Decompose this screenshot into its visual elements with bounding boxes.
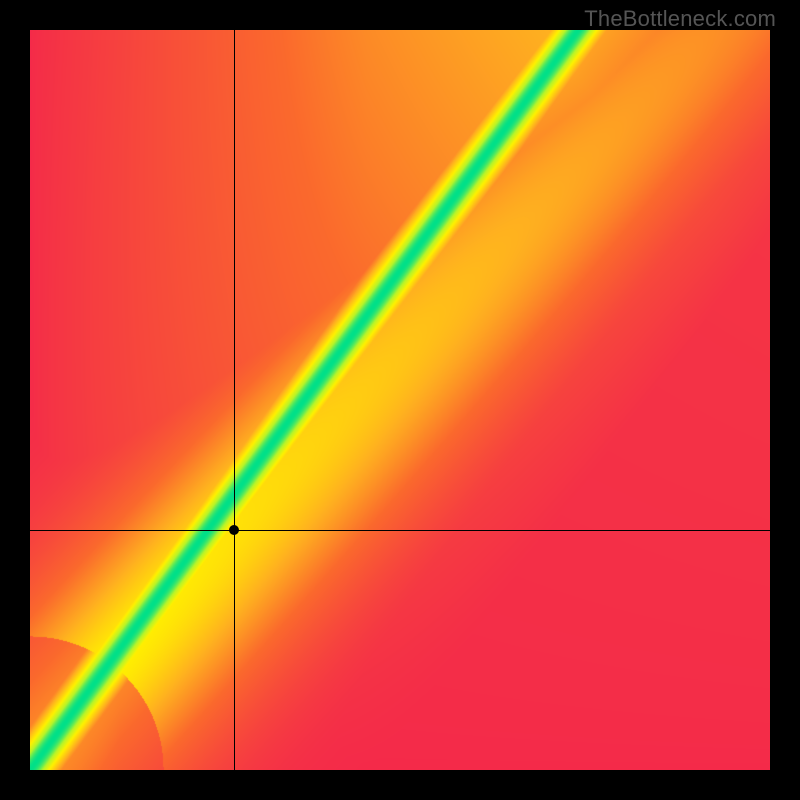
heatmap-plot <box>30 30 770 770</box>
watermark-text: TheBottleneck.com <box>584 6 776 32</box>
crosshair-vertical <box>234 30 235 770</box>
data-point-marker <box>229 525 239 535</box>
crosshair-horizontal <box>30 530 770 531</box>
heatmap-canvas <box>30 30 770 770</box>
